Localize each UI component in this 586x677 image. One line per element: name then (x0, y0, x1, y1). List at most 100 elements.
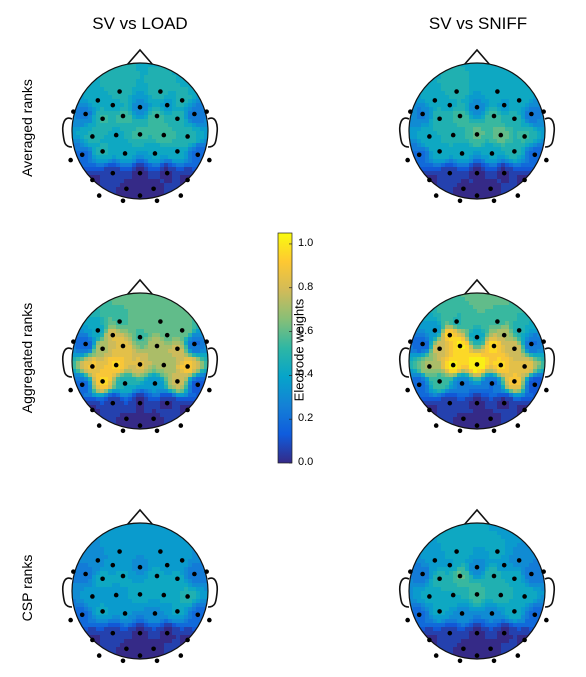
electrode-dot (474, 592, 480, 597)
column-title-left: SV vs LOAD (92, 14, 188, 33)
electrode-dot (498, 362, 504, 368)
ear-outline (544, 577, 556, 608)
ear-outline (207, 117, 219, 148)
electrode-dot (416, 612, 422, 618)
electrode-dot (151, 186, 156, 192)
row-label-csp: CSP ranks (19, 554, 35, 622)
electrode-dot (459, 611, 465, 616)
electrode-dot (454, 319, 459, 324)
electrode-dot-outer (178, 653, 184, 658)
electrode-dot (474, 653, 480, 658)
electrode-dot (495, 89, 500, 94)
head-outline (408, 522, 546, 660)
electrode-dot (427, 364, 432, 369)
electrode-dot (450, 132, 456, 138)
electrode-dot (489, 381, 495, 386)
row-label-aggregated: Aggregated ranks (19, 302, 35, 414)
electrode-dot (474, 170, 480, 176)
electrode-dot (164, 400, 170, 406)
electrode-dot (137, 132, 143, 137)
electrode-dot (137, 592, 143, 597)
electrode-dot (459, 381, 465, 386)
electrode-dot (90, 407, 95, 413)
topoplot-0-0 (61, 48, 219, 204)
electrode-dot (501, 400, 507, 406)
electrode-dot (489, 611, 495, 616)
head-outline (71, 62, 209, 200)
electrode-dot (416, 152, 422, 158)
electrode-dot (522, 594, 527, 599)
electrode-dot (461, 186, 466, 192)
electrode-dot (90, 134, 95, 139)
electrode-dot (195, 612, 201, 618)
ear-outline (61, 577, 73, 608)
electrode-dot (516, 98, 522, 103)
electrode-dot (437, 116, 442, 122)
electrode-dot (522, 134, 527, 139)
electrode-dot (164, 170, 170, 176)
electrode-dot-outer (408, 569, 413, 574)
electrode-dot (522, 637, 527, 643)
electrode-dot (512, 379, 517, 384)
electrode-dot-outer (408, 339, 413, 344)
electrode-dot-outer (544, 157, 549, 163)
electrode-dot (117, 89, 122, 94)
electrode-dot (113, 592, 119, 598)
electrode-dot-outer (120, 428, 126, 434)
electrode-dot (474, 132, 480, 137)
electrode-dot (120, 573, 126, 579)
electrode-dot (437, 149, 442, 154)
ear-outline (61, 117, 73, 148)
electrode-dot (529, 341, 534, 347)
electrode-dot-outer (154, 428, 160, 434)
electrode-dot (427, 637, 432, 643)
electrode-dot (432, 558, 438, 563)
electrode-dot (120, 343, 126, 349)
electrode-dot (450, 362, 456, 368)
electrode-dot (447, 400, 453, 406)
electrode-dot-outer (68, 387, 73, 393)
electrode-dot (95, 98, 101, 103)
electrode-dot-outer (204, 339, 209, 344)
electrode-dot (427, 177, 432, 183)
electrode-dot (516, 328, 522, 333)
electrode-dot (532, 382, 538, 388)
electrode-dot (427, 407, 432, 413)
electrode-dot-outer (491, 428, 497, 434)
electrode-dot (90, 177, 95, 183)
electrode-dot-outer (207, 617, 212, 623)
electrode-dot (100, 149, 105, 154)
colorbar-tick-label: 0.0 (298, 456, 314, 468)
electrode-dot (532, 612, 538, 618)
electrode-dot-outer (178, 193, 184, 198)
electrode-dot-outer (96, 653, 102, 658)
electrode-dot-outer (541, 339, 546, 344)
electrode-dot-outer (515, 193, 521, 198)
electrode-dot (161, 132, 167, 138)
electrode-dot (175, 609, 180, 614)
electrode-dot (137, 334, 143, 340)
electrode-dot (110, 630, 116, 636)
colorbar-tick-label: 0.4 (298, 368, 314, 381)
electrode-dot (192, 111, 197, 117)
electrode-dot (447, 630, 453, 636)
colorbar-tick-label: 0.2 (298, 412, 314, 425)
electrode-dot (488, 646, 493, 652)
nose-outline (463, 508, 491, 526)
electrode-dot (179, 328, 185, 333)
colorbar-tick-label: 1.0 (298, 236, 314, 249)
colorbar-tick-label: 0.8 (298, 280, 314, 293)
electrode-dot (432, 98, 438, 103)
electrode-dot (498, 592, 504, 598)
electrode-dot (83, 341, 88, 347)
colorbar-gradient (277, 232, 293, 464)
electrode-dot (158, 89, 163, 94)
electrode-dot (489, 151, 495, 156)
electrode-dot (457, 343, 463, 349)
electrode-dot (185, 134, 190, 139)
electrode-dot (117, 549, 122, 554)
electrode-dot (454, 549, 459, 554)
electrode-dot (100, 576, 105, 582)
electrode-dot (491, 343, 497, 349)
electrode-dot (512, 609, 517, 614)
